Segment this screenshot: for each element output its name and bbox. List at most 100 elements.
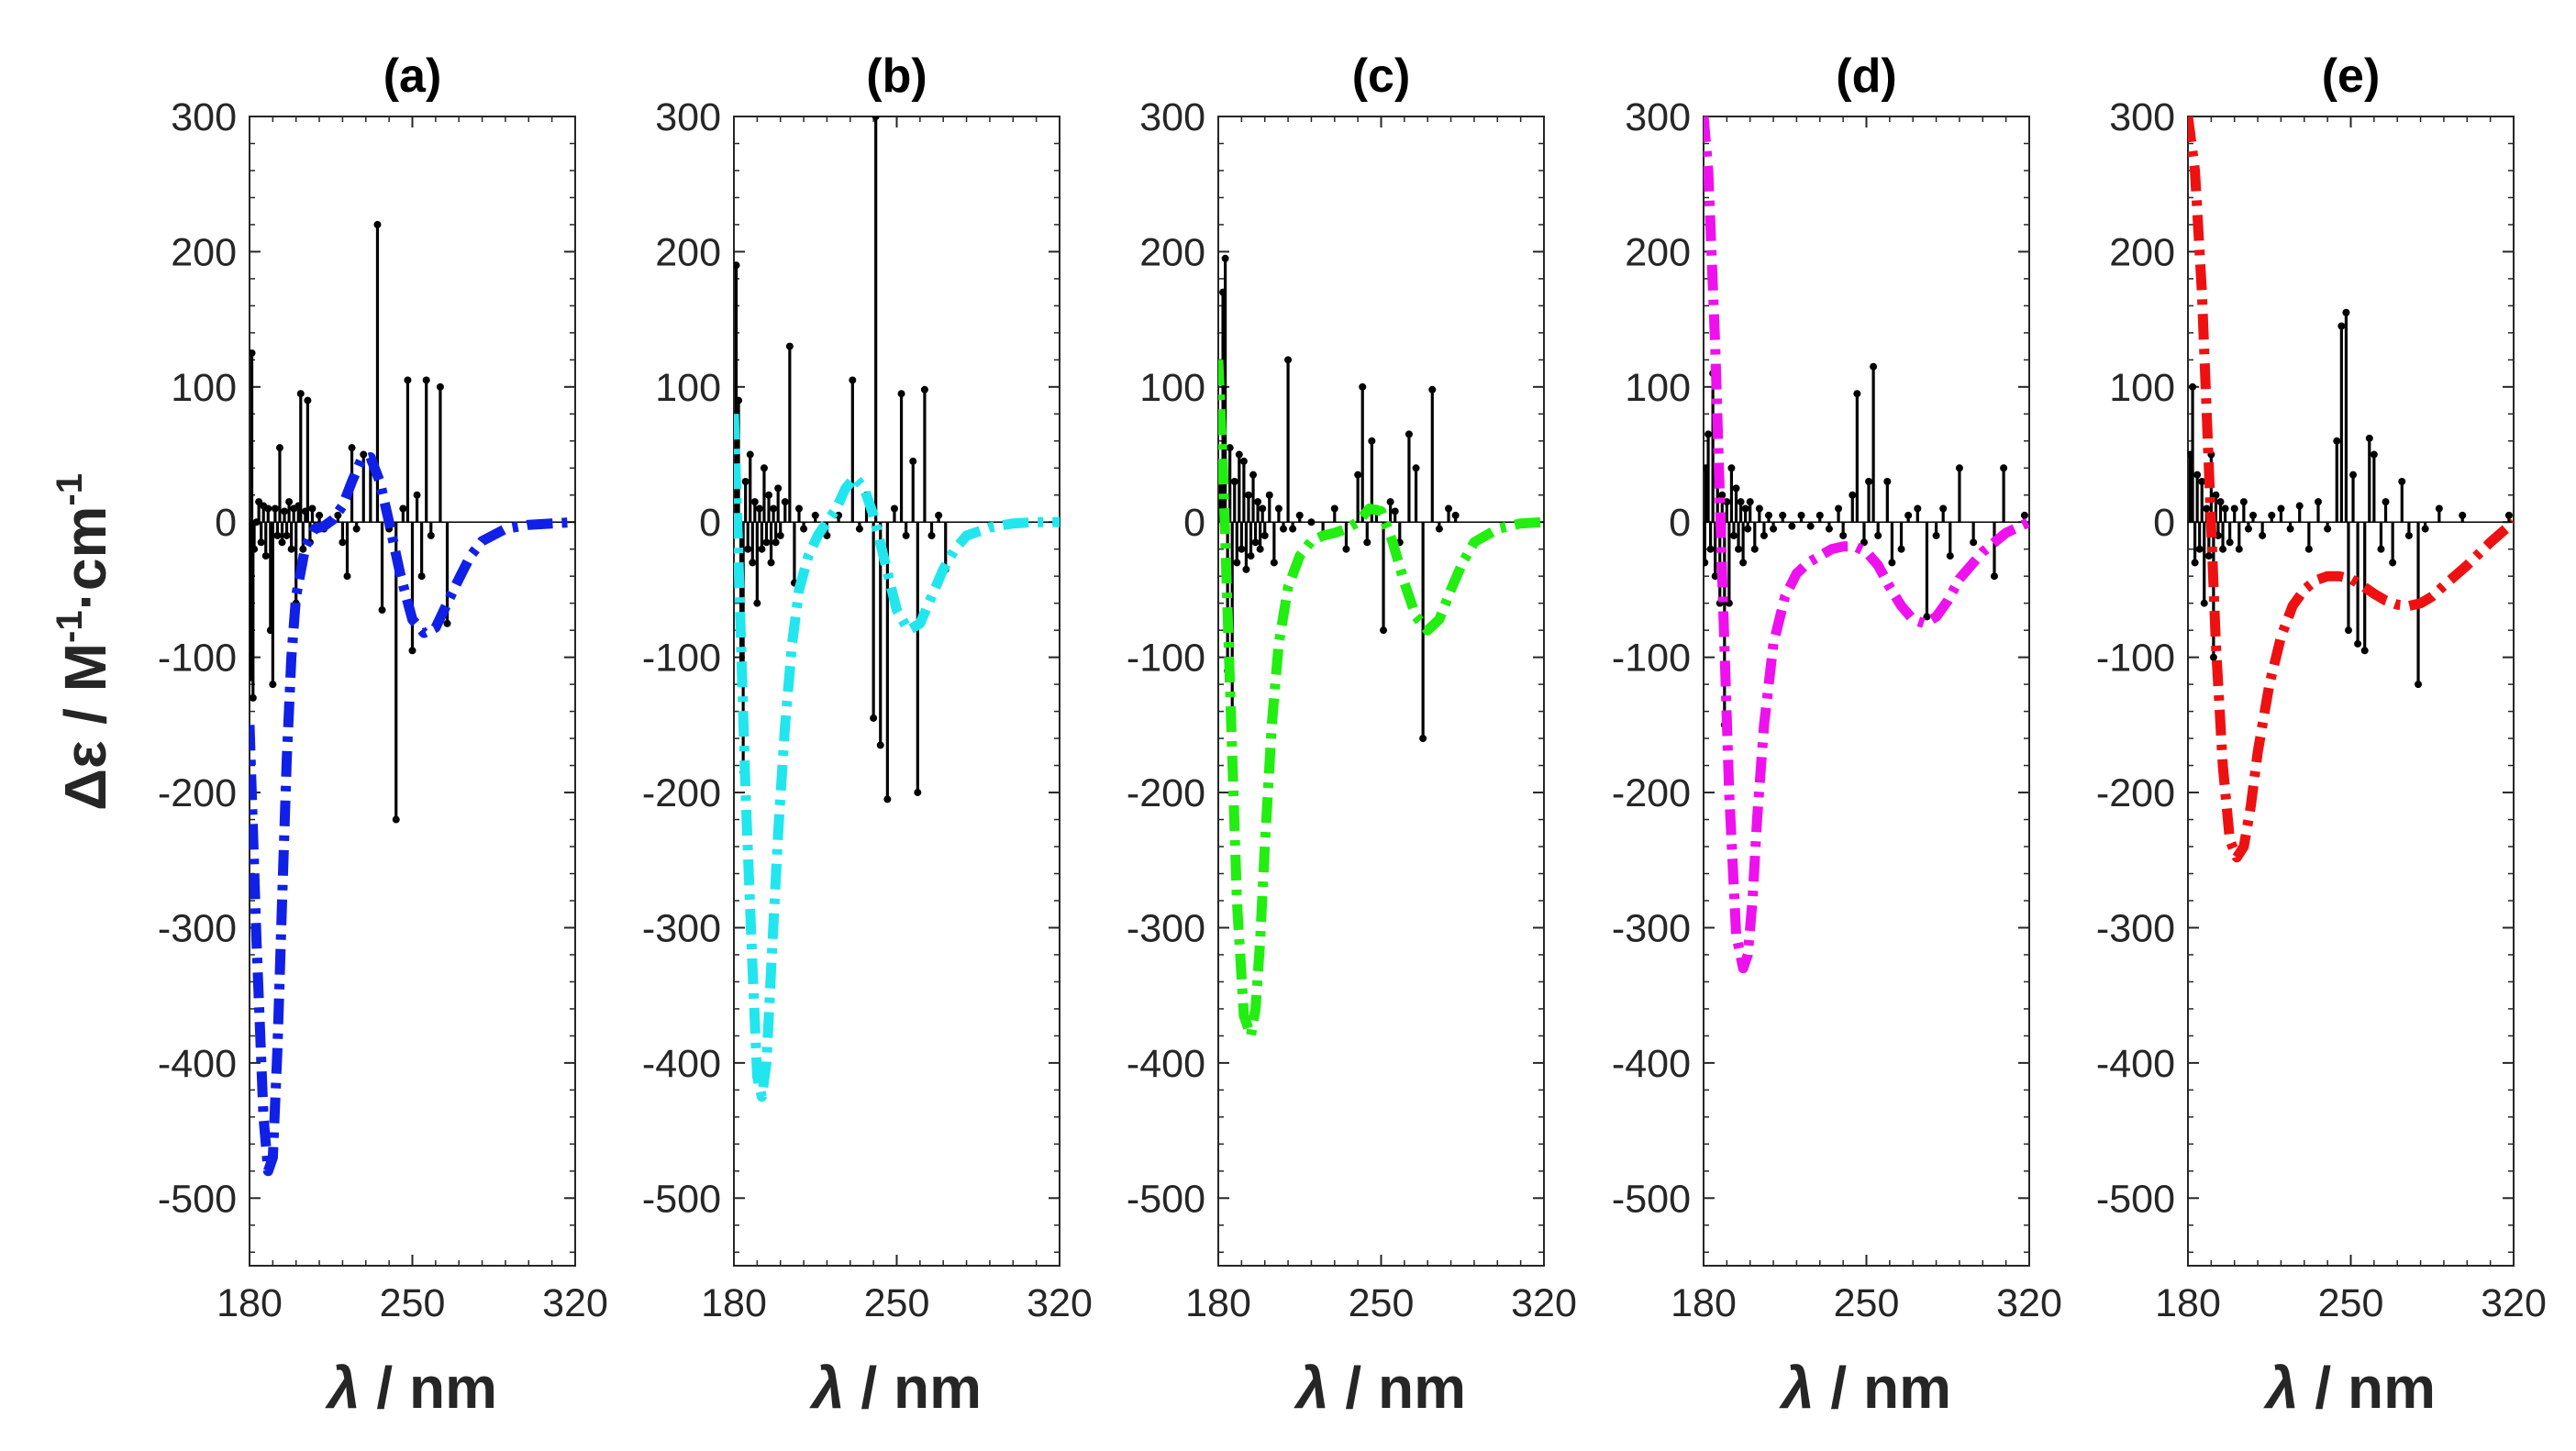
stick-marker	[2333, 437, 2341, 445]
stick-marker	[1280, 525, 1287, 533]
y-tick-label: -500	[2096, 1177, 2175, 1221]
stick-marker	[2249, 511, 2257, 519]
stick-marker	[1247, 552, 1255, 560]
stick-marker	[795, 504, 803, 513]
stick-marker	[1226, 444, 1234, 452]
stick-marker	[2344, 626, 2352, 635]
stick-marker	[770, 504, 778, 513]
stick-marker	[1380, 626, 1388, 635]
stick-marker	[1330, 504, 1338, 513]
y-tick-label: -100	[1612, 637, 1691, 681]
stick-marker	[2398, 478, 2406, 486]
stick-marker	[914, 789, 922, 797]
stick-marker	[2435, 504, 2443, 513]
stick-marker	[1755, 504, 1763, 513]
stick-marker	[281, 507, 289, 515]
stick-marker	[2404, 531, 2413, 539]
stick-marker	[2459, 511, 2467, 519]
stick-marker	[1727, 464, 1736, 472]
y-label-prefix: Δε / M	[52, 643, 118, 811]
stick-marker	[257, 538, 265, 547]
x-tick-label: 180	[701, 1281, 767, 1325]
x-axis-label: λ / nm	[1294, 1355, 1466, 1421]
stick-marker	[811, 511, 819, 519]
stick-marker	[765, 491, 773, 499]
stick-marker	[2295, 502, 2304, 510]
stick-marker	[1249, 471, 1258, 479]
stick-marker	[870, 714, 878, 722]
x-label-rest: / nm	[1329, 1355, 1466, 1421]
y-tick-label: -100	[158, 637, 237, 681]
data-layer	[250, 220, 575, 1177]
stick-marker	[296, 390, 305, 398]
stick-marker	[1368, 437, 1376, 445]
stick-marker	[1230, 478, 1238, 486]
stick-marker	[920, 385, 928, 393]
stick-marker	[250, 349, 256, 357]
stick-marker	[2191, 559, 2199, 567]
y-tick-label: -100	[1127, 637, 1205, 681]
stick-marker	[1723, 498, 1731, 506]
stick-marker	[1244, 491, 1252, 499]
stick-marker	[2370, 450, 2378, 459]
spectrum-curve	[1218, 360, 1544, 1041]
x-label-symbol: λ	[809, 1355, 845, 1421]
y-tick-label: 100	[171, 366, 237, 410]
data-layer	[2188, 116, 2514, 863]
stick-marker	[1849, 491, 1857, 499]
y-label-mid: ·cm	[52, 506, 118, 611]
stick-marker	[408, 647, 416, 655]
stick-marker	[2324, 525, 2332, 533]
stick-marker	[343, 572, 351, 581]
stick-marker	[1870, 362, 1878, 371]
x-label-symbol: λ	[1294, 1355, 1329, 1421]
stick-marker	[1428, 385, 1437, 393]
y-tick-label: 200	[655, 230, 721, 274]
y-tick-label: -300	[1612, 906, 1691, 950]
stick-marker	[1932, 531, 1940, 539]
stick-marker	[744, 545, 752, 553]
stick-marker	[1284, 356, 1293, 364]
stick-marker	[2221, 504, 2229, 513]
stick-marker	[2315, 498, 2322, 506]
stick-marker	[1242, 565, 1250, 573]
stick-marker	[849, 376, 857, 384]
stick-marker	[1955, 464, 1963, 472]
stick-marker	[399, 504, 407, 513]
stick-marker	[746, 450, 754, 459]
stick-marker	[1354, 471, 1362, 479]
stick-marker	[1770, 525, 1778, 533]
stick-marker	[1788, 522, 1796, 530]
x-tick-label: 180	[217, 1281, 283, 1325]
stick-marker	[404, 376, 412, 384]
stick-marker	[2259, 531, 2267, 539]
stick-marker	[285, 498, 294, 506]
stick-marker	[287, 545, 295, 553]
stick-marker	[1806, 522, 1815, 530]
x-label-symbol: λ	[1779, 1355, 1815, 1421]
plot-frame	[2187, 116, 2515, 1267]
stick-marker	[261, 552, 270, 560]
stick-marker	[2377, 545, 2385, 553]
y-tick-label: 0	[1183, 501, 1205, 545]
stick-marker	[2230, 504, 2238, 513]
y-tick-label: 200	[1139, 230, 1205, 274]
stick-marker	[1744, 525, 1752, 533]
stick-marker	[755, 504, 763, 513]
stick-marker	[1860, 538, 1868, 547]
panels: 300 200 100 0 -100 -200 -300 -400 -500 180 250 320 (…	[158, 50, 2547, 1421]
stick-marker	[902, 531, 910, 539]
panel-d: 300 200 100 0 -100 -200 -300 -400 -500 180 250 320 (…	[1612, 50, 2062, 1421]
y-tick-label: -400	[158, 1042, 237, 1086]
stick-marker	[1739, 559, 1748, 567]
stick-marker	[1256, 545, 1264, 553]
stick-marker	[2337, 322, 2346, 330]
stick-marker	[1295, 511, 1304, 519]
x-tick-label: 250	[1834, 1281, 1900, 1325]
stick-marker	[2235, 545, 2243, 553]
stick-marker	[758, 545, 766, 553]
stick-marker	[2415, 681, 2423, 689]
stick-marker	[1405, 430, 1413, 438]
x-axis-label: λ / nm	[325, 1355, 497, 1421]
x-axis-label: λ / nm	[809, 1355, 982, 1421]
